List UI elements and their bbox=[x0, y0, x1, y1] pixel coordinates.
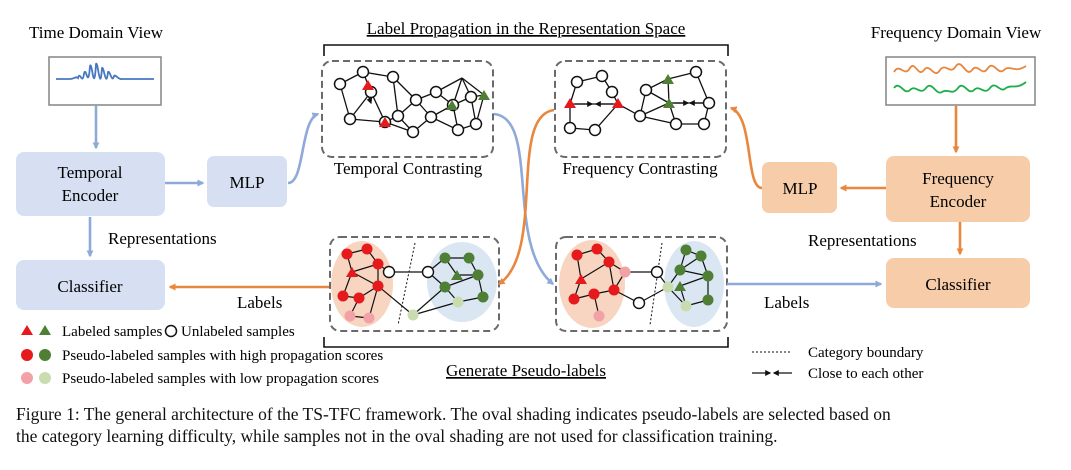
temporal-encoder-label-line1: Temporal bbox=[58, 163, 123, 182]
frequency-contrasting-label: Frequency Contrasting bbox=[562, 159, 718, 178]
time-domain-view-title: Time Domain View bbox=[29, 23, 164, 42]
architecture-diagram: Time Domain View Temporal Encoder MLP Re… bbox=[16, 19, 1042, 387]
pseudo-high-green-icon bbox=[39, 349, 51, 361]
classifier-block-left: Classifier bbox=[16, 260, 165, 310]
pseudo-label-graph-right bbox=[555, 236, 728, 332]
pseudo-high-red-icon bbox=[21, 349, 33, 361]
legend-pseudo-high: Pseudo-labeled samples with high propaga… bbox=[62, 348, 383, 364]
mlp-block-left: MLP bbox=[207, 156, 287, 207]
frequency-contrasting-graph bbox=[554, 60, 727, 158]
figure-caption: Figure 1: The general architecture of th… bbox=[16, 403, 1061, 447]
caption-line-1: Figure 1: The general architecture of th… bbox=[16, 404, 891, 424]
generate-pseudo-labels-title: Generate Pseudo-labels bbox=[446, 361, 606, 380]
representations-label-right: Representations bbox=[808, 231, 917, 250]
labels-label-right: Labels bbox=[764, 293, 809, 312]
temporal-contrasting-graph bbox=[321, 60, 494, 158]
pseudo-low-green-icon bbox=[39, 372, 51, 384]
temporal-contrasting-label: Temporal Contrasting bbox=[334, 159, 483, 178]
time-signal-image bbox=[48, 56, 162, 106]
mlp-block-right: MLP bbox=[762, 162, 837, 213]
labeled-red-triangle-icon bbox=[21, 325, 33, 335]
mlp-right-label: MLP bbox=[783, 179, 818, 198]
mlp-left-label: MLP bbox=[230, 173, 265, 192]
temporal-encoder-label-line2: Encoder bbox=[62, 186, 119, 205]
frequency-encoder-label-line1: Frequency bbox=[922, 169, 994, 188]
legend: Labeled samples Unlabeled samples Pseudo… bbox=[21, 324, 924, 387]
bottom-bracket bbox=[323, 337, 729, 348]
caption-line-2: the category learning difficulty, while … bbox=[16, 426, 778, 446]
frequency-domain-view-title: Frequency Domain View bbox=[871, 23, 1042, 42]
pseudo-label-graph-left bbox=[329, 236, 500, 332]
frequency-encoder-label-line2: Encoder bbox=[930, 192, 987, 211]
labeled-green-triangle-icon bbox=[39, 325, 51, 335]
temporal-to-pseudo-arrow bbox=[493, 112, 555, 286]
legend-labeled: Labeled samples bbox=[62, 324, 163, 340]
top-bracket bbox=[323, 44, 729, 56]
label-propagation-title: Label Propagation in the Representation … bbox=[367, 19, 686, 38]
frequency-to-pseudo-arrow bbox=[497, 108, 555, 286]
pseudo-low-red-icon bbox=[21, 372, 33, 384]
classifier-left-label: Classifier bbox=[57, 277, 122, 296]
legend-category-boundary: Category boundary bbox=[808, 345, 924, 361]
frequency-signal-image bbox=[885, 56, 1036, 106]
representations-label-left: Representations bbox=[108, 229, 217, 248]
labels-label-left: Labels bbox=[237, 293, 282, 312]
legend-close-to-each-other: Close to each other bbox=[808, 366, 923, 382]
legend-pseudo-low: Pseudo-labeled samples with low propagat… bbox=[62, 371, 379, 387]
classifier-block-right: Classifier bbox=[886, 258, 1030, 308]
unlabeled-circle-icon bbox=[164, 324, 178, 338]
classifier-right-label: Classifier bbox=[925, 275, 990, 294]
frequency-encoder-block: Frequency Encoder bbox=[886, 156, 1030, 222]
legend-unlabeled: Unlabeled samples bbox=[181, 324, 295, 340]
temporal-encoder-block: Temporal Encoder bbox=[16, 152, 165, 216]
